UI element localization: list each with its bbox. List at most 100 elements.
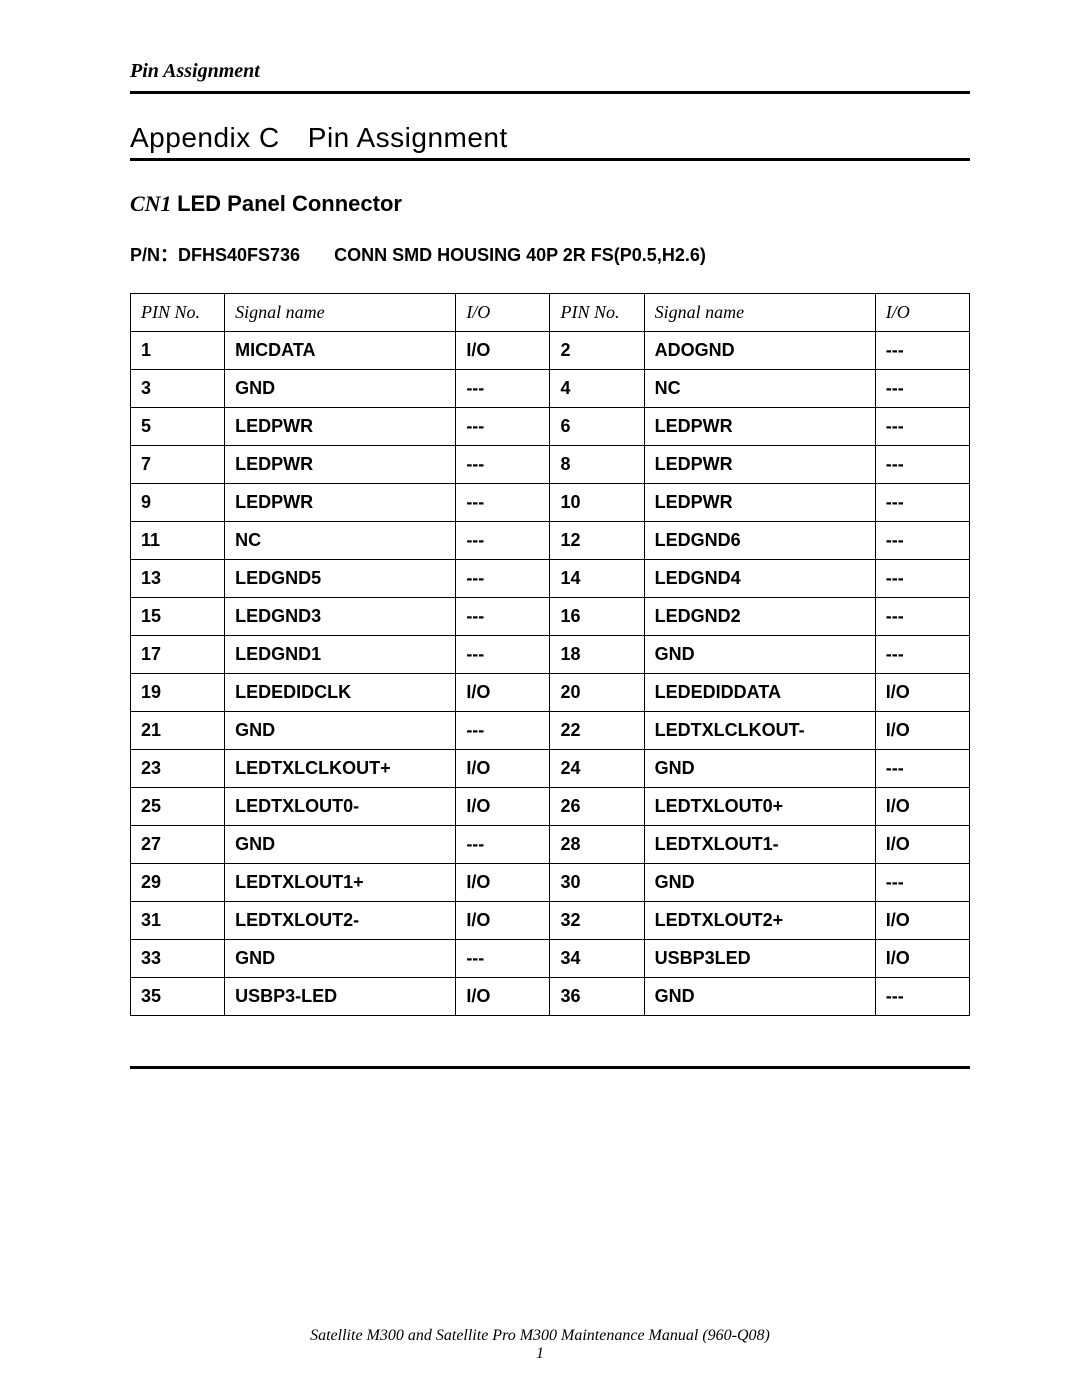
cell-pin-no: 5 <box>131 408 225 446</box>
cell-pin-no: 24 <box>550 750 644 788</box>
cell-io: I/O <box>875 788 969 826</box>
cell-io: I/O <box>875 940 969 978</box>
cell-pin-no: 1 <box>131 332 225 370</box>
cell-io: I/O <box>456 750 550 788</box>
cell-signal: GND <box>644 750 875 788</box>
footer-page-number: 1 <box>0 1345 1080 1363</box>
table-row: 11NC---12LEDGND6--- <box>131 522 970 560</box>
cell-signal: LEDGND6 <box>644 522 875 560</box>
cell-pin-no: 25 <box>131 788 225 826</box>
cell-pin-no: 22 <box>550 712 644 750</box>
cell-pin-no: 14 <box>550 560 644 598</box>
cell-signal: NC <box>644 370 875 408</box>
cell-pin-no: 2 <box>550 332 644 370</box>
cell-io: I/O <box>875 826 969 864</box>
cell-pin-no: 21 <box>131 712 225 750</box>
th-pin-no-right: PIN No. <box>550 294 644 332</box>
cell-io: --- <box>875 484 969 522</box>
table-row: 7LEDPWR---8LEDPWR--- <box>131 446 970 484</box>
running-head: Pin Assignment <box>130 60 970 83</box>
cell-io: --- <box>456 408 550 446</box>
cell-signal: LEDPWR <box>644 446 875 484</box>
table-row: 31LEDTXLOUT2-I/O32LEDTXLOUT2+I/O <box>131 902 970 940</box>
cell-io: --- <box>456 598 550 636</box>
cell-pin-no: 27 <box>131 826 225 864</box>
cell-io: --- <box>456 370 550 408</box>
cell-io: --- <box>875 636 969 674</box>
cell-signal: LEDPWR <box>225 408 456 446</box>
cell-io: --- <box>875 598 969 636</box>
cell-io: I/O <box>456 332 550 370</box>
pin-assignment-table: PIN No. Signal name I/O PIN No. Signal n… <box>130 293 970 1016</box>
cell-signal: GND <box>225 826 456 864</box>
table-row: 1MICDATAI/O2ADOGND--- <box>131 332 970 370</box>
cell-signal: LEDEDIDDATA <box>644 674 875 712</box>
cell-io: --- <box>456 560 550 598</box>
table-row: 3GND---4NC--- <box>131 370 970 408</box>
cell-signal: USBP3LED <box>644 940 875 978</box>
table-row: 23LEDTXLCLKOUT+I/O24GND--- <box>131 750 970 788</box>
cell-pin-no: 23 <box>131 750 225 788</box>
cell-pin-no: 3 <box>131 370 225 408</box>
table-row: 25LEDTXLOUT0-I/O26LEDTXLOUT0+I/O <box>131 788 970 826</box>
cell-io: --- <box>456 484 550 522</box>
cell-signal: LEDTXLOUT0- <box>225 788 456 826</box>
table-row: 29LEDTXLOUT1+I/O30GND--- <box>131 864 970 902</box>
th-signal-left: Signal name <box>225 294 456 332</box>
table-row: 15LEDGND3---16LEDGND2--- <box>131 598 970 636</box>
part-number-line: P/N：DFHS40FS736CONN SMD HOUSING 40P 2R F… <box>130 241 970 267</box>
cell-pin-no: 35 <box>131 978 225 1016</box>
cell-signal: LEDGND1 <box>225 636 456 674</box>
connector-id: CN1 <box>130 191 172 216</box>
cell-io: --- <box>456 712 550 750</box>
cell-io: --- <box>456 522 550 560</box>
footer-text: Satellite M300 and Satellite Pro M300 Ma… <box>0 1327 1080 1345</box>
cell-signal: NC <box>225 522 456 560</box>
table-header-row: PIN No. Signal name I/O PIN No. Signal n… <box>131 294 970 332</box>
title-main: Pin Assignment <box>308 122 508 153</box>
cell-signal: LEDTXLOUT2+ <box>644 902 875 940</box>
cell-signal: ADOGND <box>644 332 875 370</box>
cell-pin-no: 28 <box>550 826 644 864</box>
cell-io: I/O <box>875 712 969 750</box>
cell-signal: GND <box>225 370 456 408</box>
cell-signal: LEDGND3 <box>225 598 456 636</box>
cell-pin-no: 12 <box>550 522 644 560</box>
cell-io: --- <box>456 940 550 978</box>
cell-pin-no: 20 <box>550 674 644 712</box>
cell-io: I/O <box>456 674 550 712</box>
cell-pin-no: 19 <box>131 674 225 712</box>
cell-pin-no: 26 <box>550 788 644 826</box>
cell-io: --- <box>875 408 969 446</box>
cell-pin-no: 17 <box>131 636 225 674</box>
pn-label: P/N： <box>130 245 178 265</box>
cell-io: I/O <box>456 788 550 826</box>
cell-signal: LEDTXLOUT1+ <box>225 864 456 902</box>
cell-signal: LEDEDIDCLK <box>225 674 456 712</box>
cell-io: --- <box>875 522 969 560</box>
cell-pin-no: 8 <box>550 446 644 484</box>
section-heading: CN1 LED Panel Connector <box>130 191 970 217</box>
cell-io: --- <box>456 826 550 864</box>
table-row: 27GND---28LEDTXLOUT1-I/O <box>131 826 970 864</box>
cell-signal: LEDTXLOUT0+ <box>644 788 875 826</box>
cell-io: I/O <box>456 978 550 1016</box>
cell-pin-no: 31 <box>131 902 225 940</box>
cell-signal: LEDPWR <box>644 408 875 446</box>
table-row: 9LEDPWR---10LEDPWR--- <box>131 484 970 522</box>
cell-signal: LEDTXLOUT1- <box>644 826 875 864</box>
header-rule <box>130 91 970 94</box>
cell-pin-no: 34 <box>550 940 644 978</box>
cell-pin-no: 15 <box>131 598 225 636</box>
cell-io: --- <box>875 864 969 902</box>
cell-pin-no: 30 <box>550 864 644 902</box>
footer-rule <box>130 1066 970 1069</box>
cell-pin-no: 9 <box>131 484 225 522</box>
cell-io: --- <box>875 446 969 484</box>
cell-pin-no: 10 <box>550 484 644 522</box>
pn-value: DFHS40FS736 <box>178 245 300 265</box>
cell-signal: LEDGND4 <box>644 560 875 598</box>
cell-signal: LEDTXLCLKOUT+ <box>225 750 456 788</box>
document-page: Pin Assignment Appendix CPin Assignment … <box>0 0 1080 1397</box>
cell-signal: GND <box>644 636 875 674</box>
